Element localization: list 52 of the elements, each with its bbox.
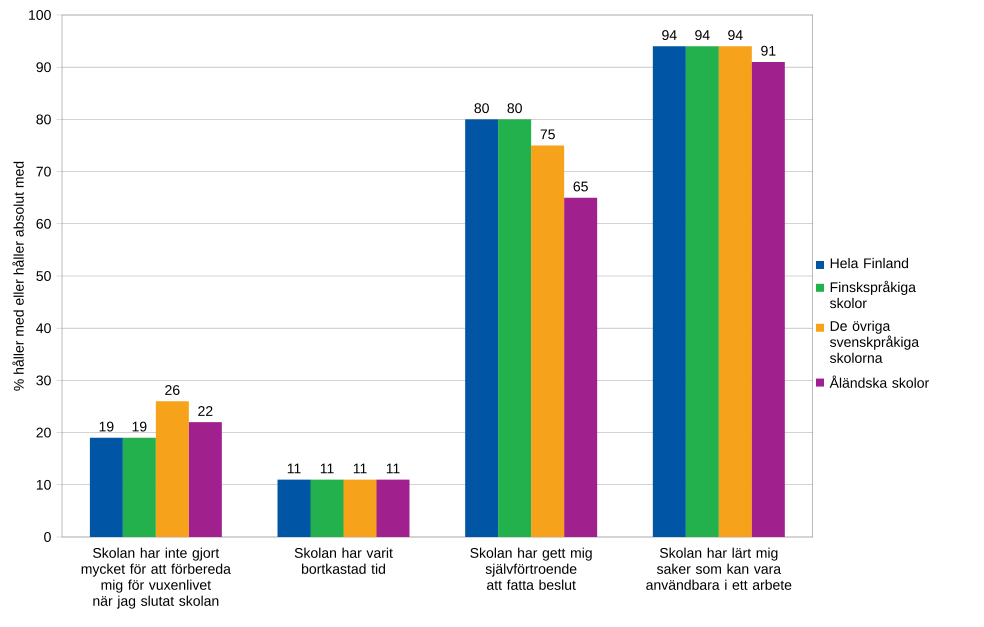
legend-label: Åländska skolor — [830, 376, 929, 388]
bar — [465, 119, 498, 537]
data-label: 19 — [100, 422, 114, 432]
y-tick-label: 20 — [36, 428, 51, 438]
bar — [90, 438, 123, 537]
y-tick-label: 70 — [36, 166, 51, 177]
data-label: 19 — [132, 422, 146, 432]
y-tick-label: 10 — [36, 480, 51, 490]
bar — [752, 62, 785, 537]
bar — [531, 145, 564, 537]
bar — [156, 401, 189, 537]
data-label: 91 — [761, 46, 776, 56]
legend-label: De övriga svenskpråkiga skolorna — [830, 320, 920, 363]
data-label: 11 — [320, 464, 334, 474]
bar — [310, 480, 344, 537]
x-tick-label: Skolan har gett mig självförtroende att fatta beslut — [470, 548, 592, 590]
bar — [376, 480, 410, 537]
bar — [278, 480, 311, 537]
y-tick-label: 0 — [44, 532, 51, 542]
data-label: 65 — [574, 182, 588, 192]
bar — [188, 422, 222, 537]
x-tick-label: Skolan har inte gjort mycket för att förbereda mig för vuxenlivet när jag slutat skolan — [82, 548, 231, 609]
y-axis-title: % håller med eller håller absolut med — [12, 162, 24, 391]
bar — [718, 46, 752, 537]
bar — [652, 46, 686, 537]
bar — [122, 438, 156, 537]
x-tick-label: Skolan har lärt mig saker som kan vara användbara i ett arbete — [646, 548, 792, 590]
data-label: 11 — [386, 464, 400, 474]
bar — [498, 119, 532, 537]
bar — [344, 480, 377, 537]
data-label: 94 — [728, 30, 743, 40]
x-tick-label: Skolan har varit bortkastad tid — [294, 548, 393, 574]
legend-label: Finskspråkiga skolor — [830, 280, 916, 308]
y-tick-label: 50 — [36, 271, 51, 281]
data-label: 75 — [540, 129, 555, 140]
bar — [564, 198, 598, 537]
data-label: 80 — [474, 103, 489, 114]
y-tick-label: 90 — [36, 62, 51, 72]
y-tick-label: 60 — [36, 218, 51, 229]
y-tick-label: 80 — [36, 114, 51, 124]
bar — [686, 46, 719, 537]
data-label: 94 — [662, 30, 677, 40]
data-label: 80 — [507, 103, 522, 114]
data-label: 11 — [354, 464, 367, 474]
data-label: 22 — [198, 406, 212, 416]
y-tick-label: 100 — [29, 10, 51, 20]
data-label: 26 — [165, 385, 180, 396]
legend-label: Hela Finland — [830, 258, 908, 268]
y-tick-label: 40 — [36, 323, 51, 334]
data-label: 11 — [288, 464, 301, 474]
data-label: 94 — [695, 30, 710, 40]
y-tick-label: 30 — [36, 375, 51, 386]
